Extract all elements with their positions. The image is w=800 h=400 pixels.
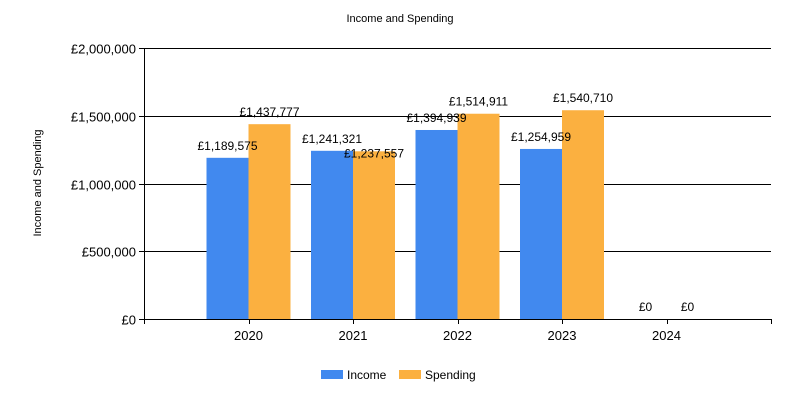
bar-spending (353, 151, 395, 319)
bar-income (520, 148, 562, 319)
legend: Income Spending (321, 368, 476, 382)
bar-spending (248, 124, 291, 319)
bar-income (415, 129, 458, 319)
data-label: £0 (639, 300, 653, 314)
x-tick-label: 2022 (443, 328, 472, 343)
data-labels: £1,189,575 £1,241,321 £1,394,939 £1,254,959… (197, 91, 694, 314)
chart-title: Income and Spending (346, 13, 453, 25)
data-label: £1,394,939 (406, 111, 466, 125)
x-tick-label: 2021 (339, 328, 368, 343)
y-tick-label: £1,000,000 (71, 178, 136, 193)
data-label: £1,254,959 (511, 130, 571, 144)
y-tick-label: £2,000,000 (71, 42, 136, 57)
bars (206, 110, 604, 320)
y-tick-label: £500,000 (82, 245, 136, 260)
y-tick-label: £1,500,000 (71, 110, 136, 125)
y-tick-label: £0 (122, 313, 136, 328)
data-label: £0 (681, 300, 695, 314)
data-label: £1,437,777 (239, 105, 299, 119)
data-label: £1,241,321 (302, 132, 362, 146)
bar-income (206, 157, 249, 319)
data-label: £1,540,710 (553, 91, 613, 105)
bar-spending (562, 110, 604, 319)
bar-spending (457, 113, 500, 320)
x-tick-label: 2020 (234, 328, 263, 343)
x-tick-label: 2024 (652, 328, 681, 343)
legend-swatch-spending (399, 370, 421, 379)
y-axis-label: Income and Spending (32, 129, 44, 236)
data-label: £1,514,911 (449, 95, 508, 109)
legend-label-spending: Spending (425, 368, 476, 382)
legend-swatch-income (321, 370, 343, 379)
data-label: £1,189,575 (197, 139, 257, 153)
bar-income (311, 150, 353, 319)
data-label: £1,237,557 (344, 146, 404, 160)
x-tick-label: 2023 (548, 328, 577, 343)
axes: £0 £500,000 £1,000,000 £1,500,000 £2,000,000… (71, 42, 772, 343)
legend-label-income: Income (347, 368, 387, 382)
